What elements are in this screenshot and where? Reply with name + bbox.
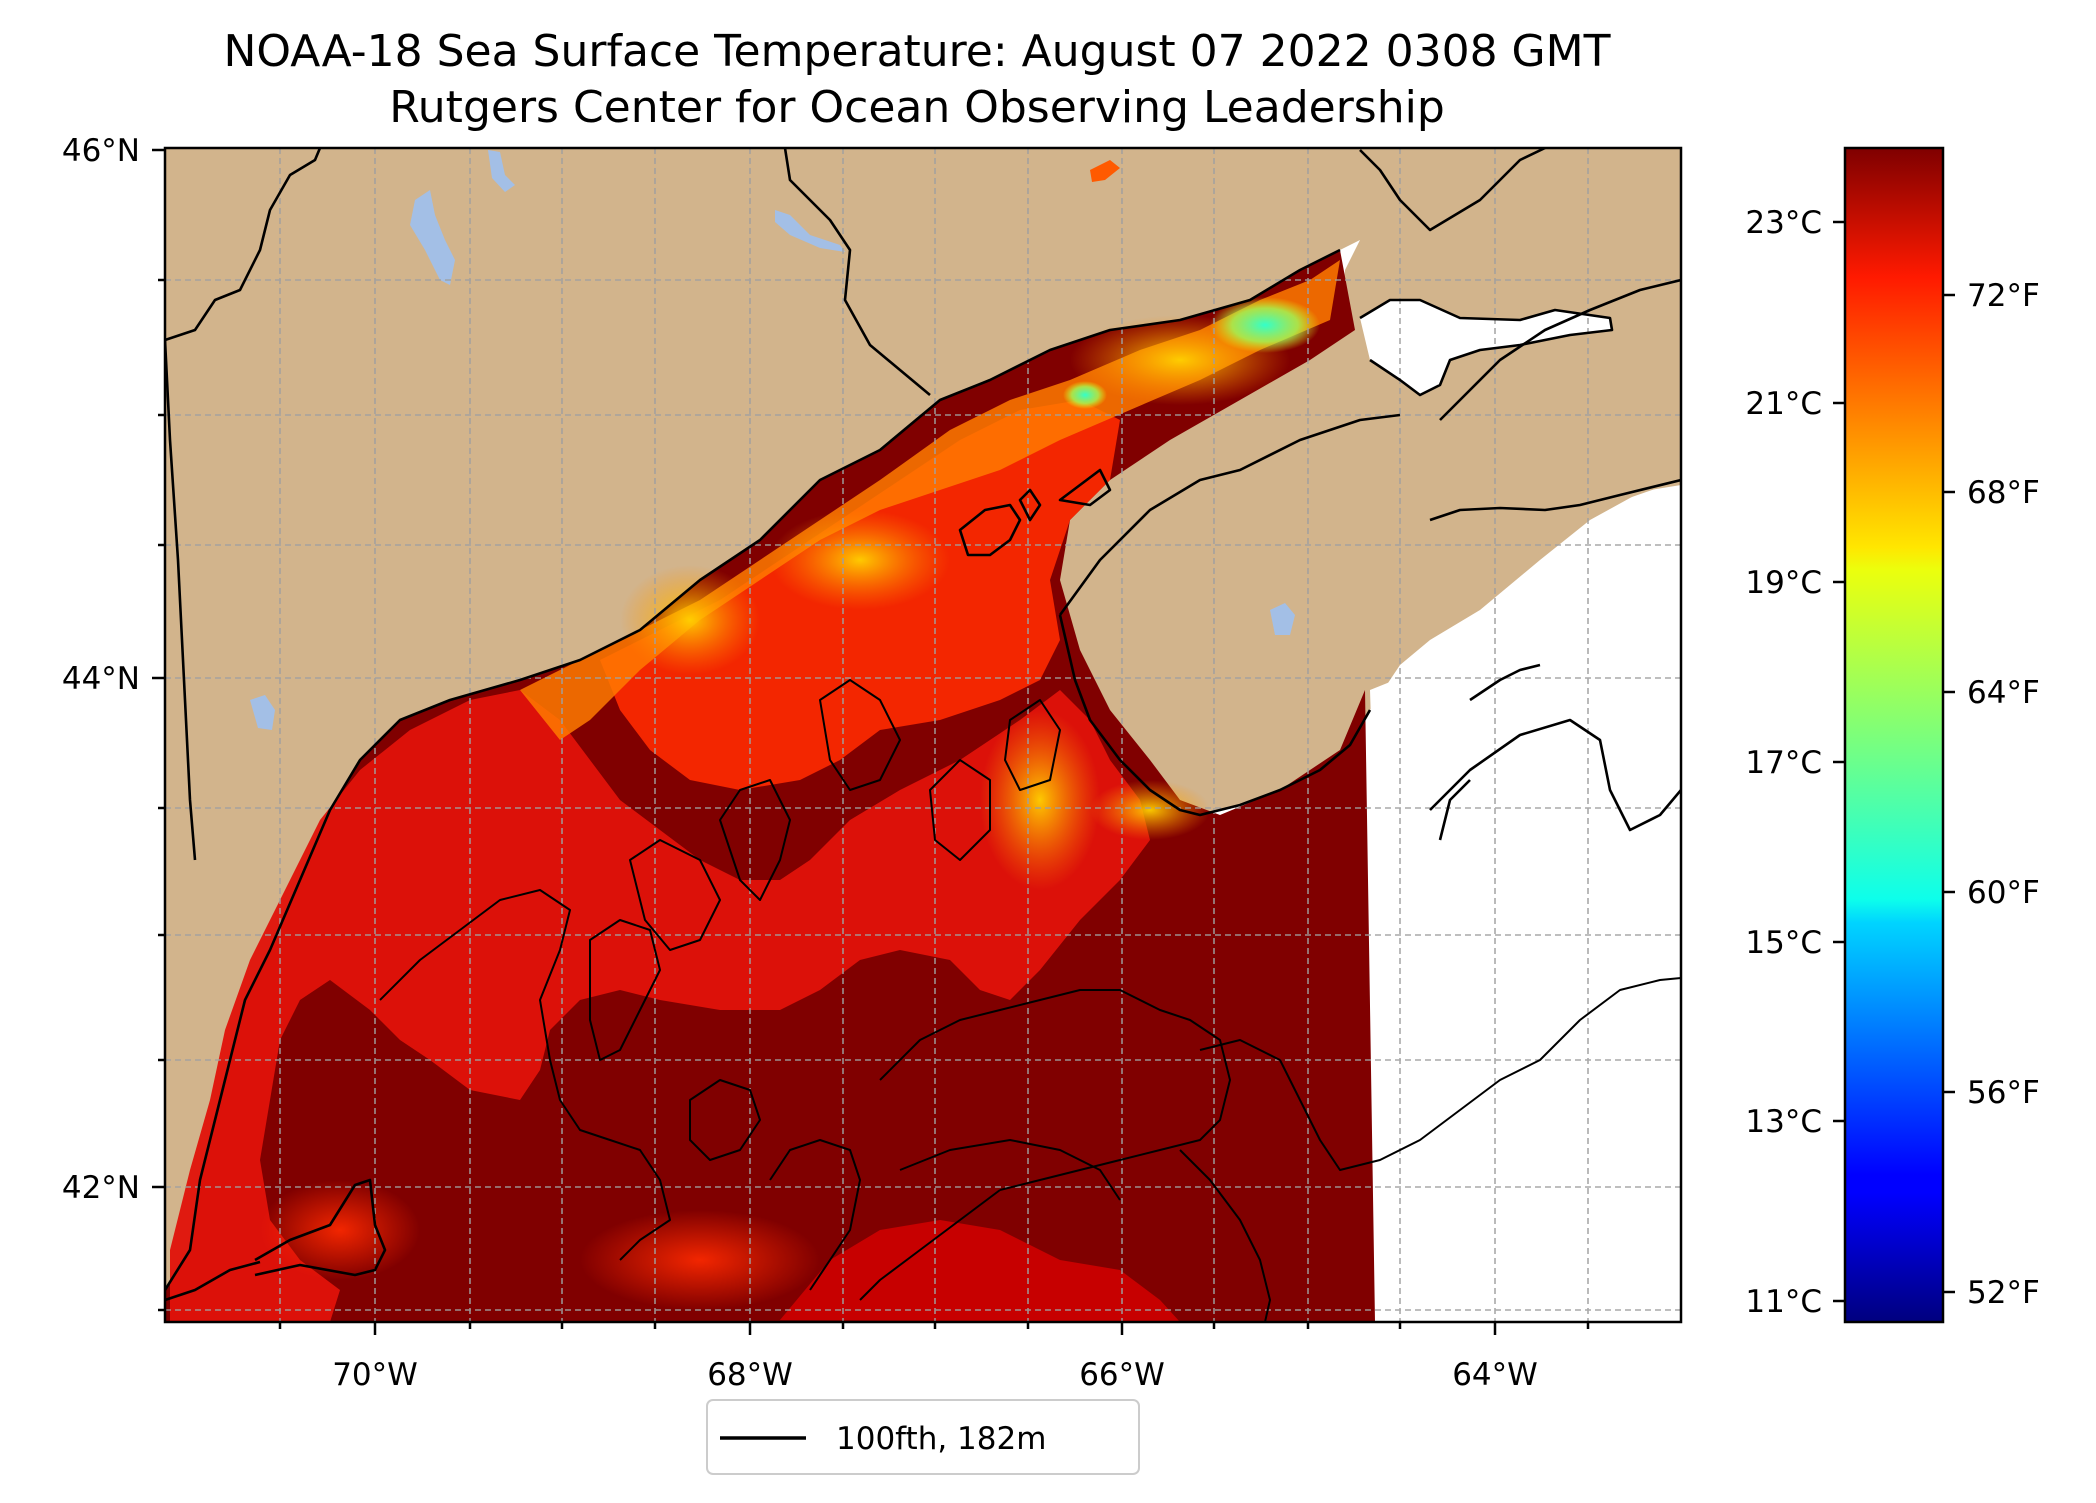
sst-yellow-patch-central (980, 710, 1100, 890)
lon-ticks (278, 1322, 1590, 1335)
lake-sebago (250, 695, 275, 730)
sst-cyan-patch-small (1063, 381, 1107, 409)
legend-isobath-label: 100fth, 182m (836, 1421, 1046, 1457)
colorbar-celsius-19: 19°C (1745, 565, 1822, 601)
coastlines (165, 148, 1681, 1302)
sst-warm-south (780, 1220, 1180, 1322)
sst-warm-blob-south (580, 1210, 820, 1310)
colorbar-celsius-23: 23°C (1745, 205, 1822, 241)
lat-tick-label-46n: 46°N (62, 133, 140, 169)
lake-st-john (775, 210, 845, 252)
colorbar-fahrenheit-52: 52°F (1967, 1275, 2040, 1311)
lat-tick-label-42n: 42°N (62, 1170, 140, 1206)
sst-warm-layer (170, 690, 1150, 1322)
lake-ns-rossignol (1270, 603, 1295, 635)
sst-warm-blob-cape (260, 1180, 420, 1280)
colorbar-celsius-13: 13°C (1745, 1104, 1822, 1140)
legend: 100fth, 182m (706, 1399, 1140, 1475)
map-frame (163, 146, 1683, 1324)
colorbar-fahrenheit-64: 64°F (1967, 675, 2040, 711)
lat-tick-label-44n: 44°N (62, 661, 140, 697)
lon-tick-label-70w: 70°W (332, 1357, 418, 1393)
lon-tick-label-64w: 64°W (1452, 1357, 1538, 1393)
isobath-100fth (379, 679, 1681, 1322)
colorbar-celsius-15: 15°C (1745, 925, 1822, 961)
colorbar-celsius-11: 11°C (1745, 1284, 1822, 1320)
no-data-minas-basin (1360, 300, 1612, 395)
colorbar: 23°C 21°C 19°C 17°C 15°C 13°C 11°C 72°F … (1745, 146, 2040, 1324)
land-nova-scotia (1060, 148, 1681, 815)
colorbar-celsius-21: 21°C (1745, 386, 1822, 422)
colorbar-gradient (1845, 148, 1943, 1322)
chart-title-line1: NOAA-18 Sea Surface Temperature: August … (224, 26, 1611, 77)
colorbar-fahrenheit-68: 68°F (1967, 475, 2040, 511)
colorbar-fahrenheit-72: 72°F (1967, 278, 2040, 314)
lake-north-small (488, 150, 515, 192)
sst-map (165, 148, 1681, 1322)
chart-title-line2: Rutgers Center for Ocean Observing Leade… (389, 82, 1445, 133)
gridlines (165, 148, 1681, 1322)
lake-moosehead (410, 190, 455, 285)
colorbar-fahrenheit-60: 60°F (1967, 875, 2040, 911)
colorbar-fahrenheit-56: 56°F (1967, 1075, 2040, 1111)
lon-tick-label-68w: 68°W (707, 1357, 793, 1393)
legend-box (706, 1399, 1140, 1475)
colorbar-celsius-17: 17°C (1745, 745, 1822, 781)
sst-yellow-patch-southern-ns (1090, 780, 1210, 840)
colorbar-frame (1843, 146, 1945, 1324)
sst-warm-inland-patch (1090, 160, 1120, 182)
lon-tick-label-66w: 66°W (1079, 1357, 1165, 1393)
lat-ticks (152, 148, 165, 1312)
sst-yellow-patch-penobscot (770, 510, 950, 610)
sst-yellow-patch-nw (620, 565, 760, 675)
sst-cyan-patch-upper-bof (1210, 297, 1320, 353)
